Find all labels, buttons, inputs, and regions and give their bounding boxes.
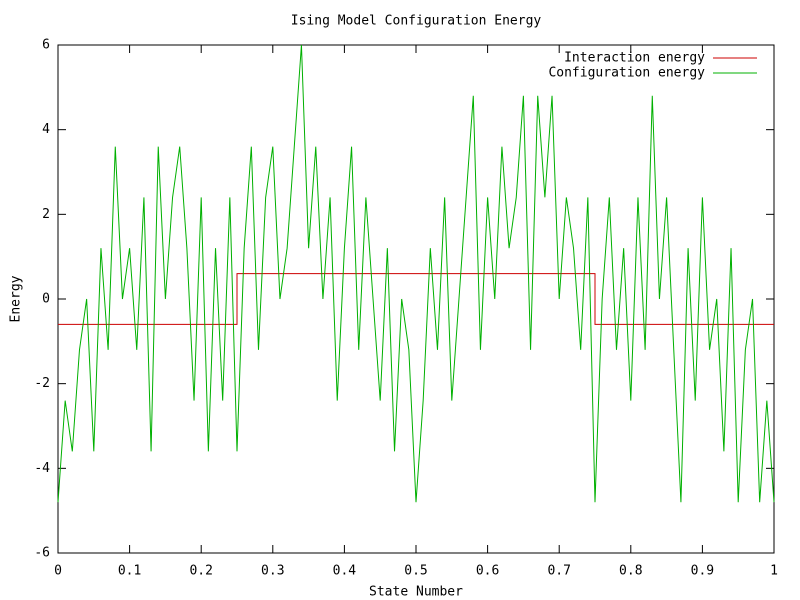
x-tick-label: 0.3: [261, 564, 284, 579]
x-tick-label: 0.5: [404, 564, 427, 579]
x-tick-label: 0.1: [118, 564, 141, 579]
y-tick-label: 6: [42, 38, 50, 53]
series-line: [57, 44, 775, 503]
y-tick-label: -2: [34, 376, 50, 391]
x-tick-label: 1: [770, 564, 778, 579]
series-line: [58, 273, 774, 325]
x-tick-label: 0.2: [189, 564, 212, 579]
y-tick-label: -6: [34, 546, 50, 561]
x-tick-label: 0: [54, 564, 62, 579]
y-tick-label: 2: [42, 207, 50, 222]
y-axis-label: Energy: [9, 275, 24, 322]
y-tick-label: 0: [42, 292, 50, 307]
chart-title: Ising Model Configuration Energy: [291, 14, 542, 29]
x-tick-label: 0.9: [691, 564, 714, 579]
x-axis-label: State Number: [369, 585, 463, 600]
x-tick-label: 0.7: [547, 564, 570, 579]
x-tick-label: 0.4: [333, 564, 357, 579]
y-tick-label: -4: [34, 461, 50, 476]
legend-label: Configuration energy: [548, 66, 705, 81]
x-tick-label: 0.6: [476, 564, 499, 579]
legend-label: Interaction energy: [564, 51, 705, 66]
y-tick-label: 4: [42, 122, 50, 137]
x-tick-label: 0.8: [619, 564, 642, 579]
